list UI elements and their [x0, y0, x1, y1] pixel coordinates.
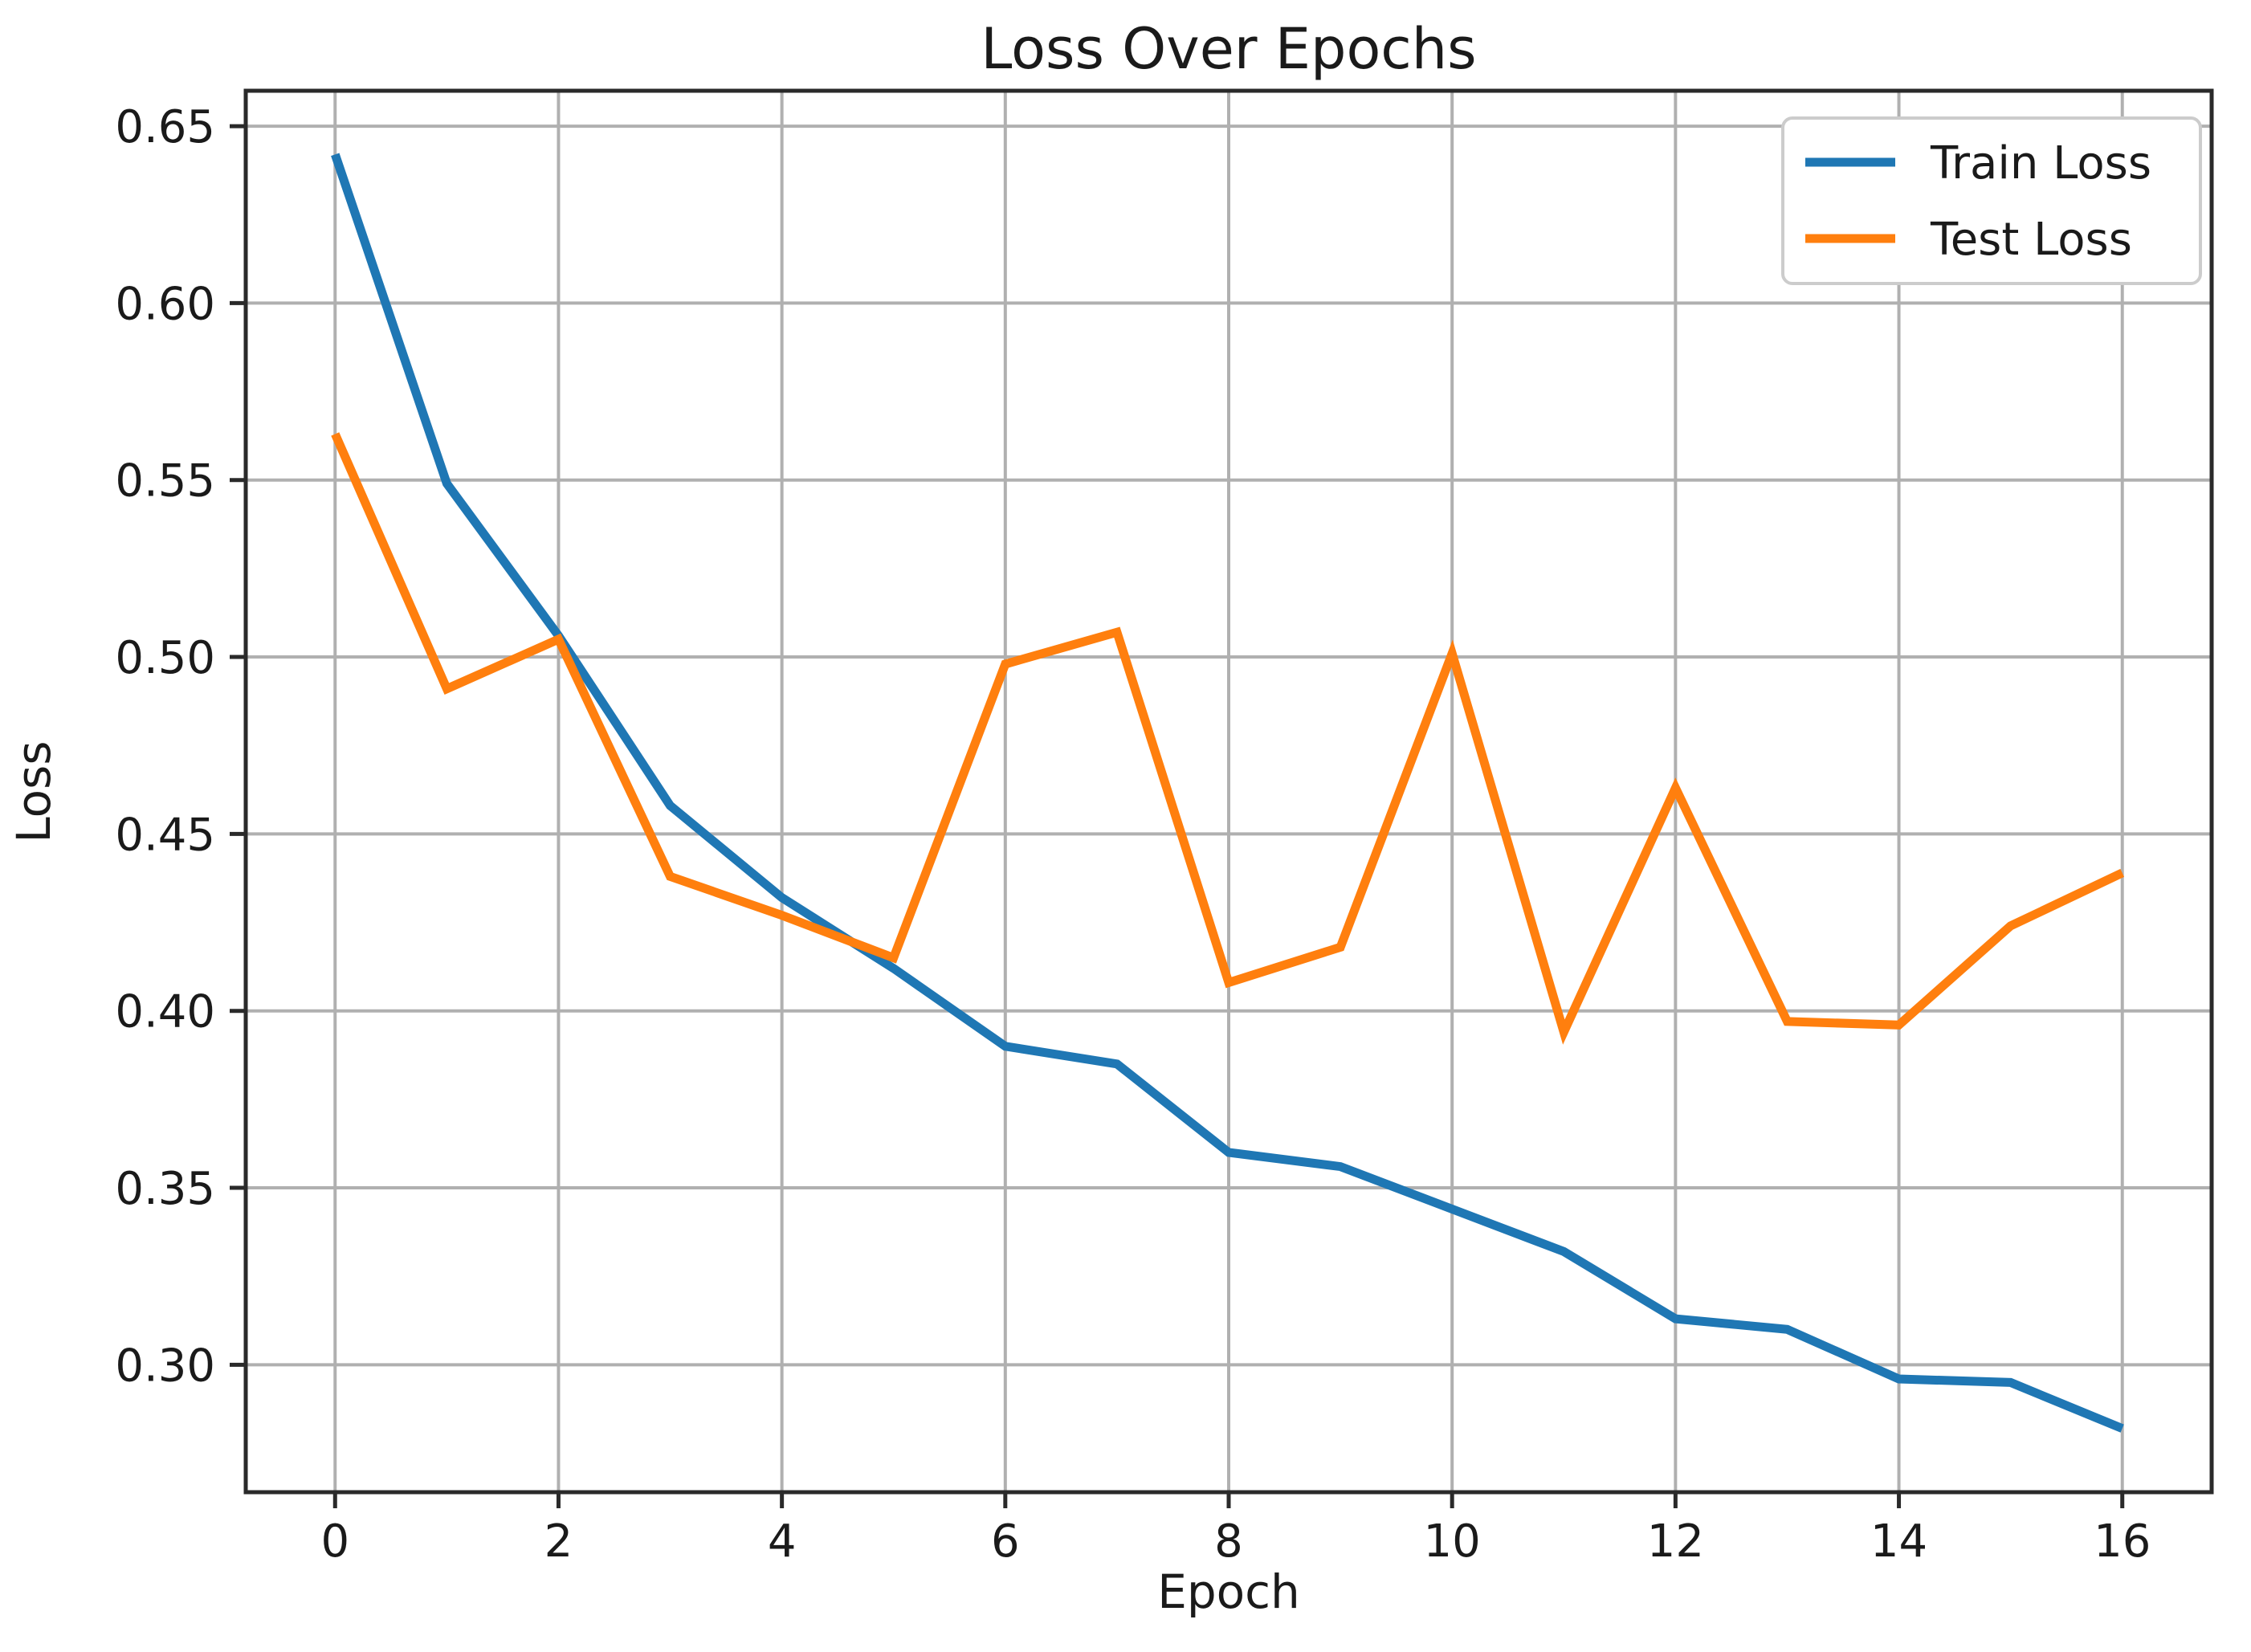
chart-title: Loss Over Epochs [981, 16, 1476, 82]
y-tick-label: 0.35 [115, 1163, 215, 1215]
x-tick-label: 12 [1647, 1515, 1704, 1568]
x-ticks [332, 1492, 2125, 1508]
x-tick-label: 16 [2094, 1515, 2151, 1568]
legend-train-label: Train Loss [1930, 137, 2151, 190]
x-tick-label: 4 [768, 1515, 797, 1568]
legend: Train Loss Test Loss [1781, 116, 2202, 285]
x-tick-label: 8 [1214, 1515, 1243, 1568]
x-tick-labels: 0 2 4 6 8 10 12 14 16 [320, 1515, 2151, 1568]
y-tick-label: 0.50 [115, 632, 215, 684]
x-tick-label: 14 [1870, 1515, 1927, 1568]
y-ticks [230, 124, 246, 1367]
x-tick-label: 6 [991, 1515, 1020, 1568]
y-tick-label: 0.30 [115, 1340, 215, 1392]
test-loss-line [331, 432, 2125, 1045]
y-axis-label: Loss [6, 740, 61, 842]
y-tick-labels: 0.30 0.35 0.40 0.45 0.50 0.55 0.60 0.65 [115, 101, 215, 1392]
x-axis-label: Epoch [1157, 1564, 1300, 1619]
y-tick-label: 0.45 [115, 809, 215, 861]
x-tick-label: 2 [544, 1515, 573, 1568]
y-tick-label: 0.60 [115, 278, 215, 330]
y-tick-label: 0.40 [115, 986, 215, 1038]
x-tick-label: 10 [1424, 1515, 1481, 1568]
legend-test-label: Test Loss [1930, 214, 2132, 266]
x-tick-label: 0 [320, 1515, 349, 1568]
y-tick-label: 0.65 [115, 101, 215, 153]
train-loss-line [331, 153, 2124, 1433]
y-tick-label: 0.55 [115, 455, 215, 508]
